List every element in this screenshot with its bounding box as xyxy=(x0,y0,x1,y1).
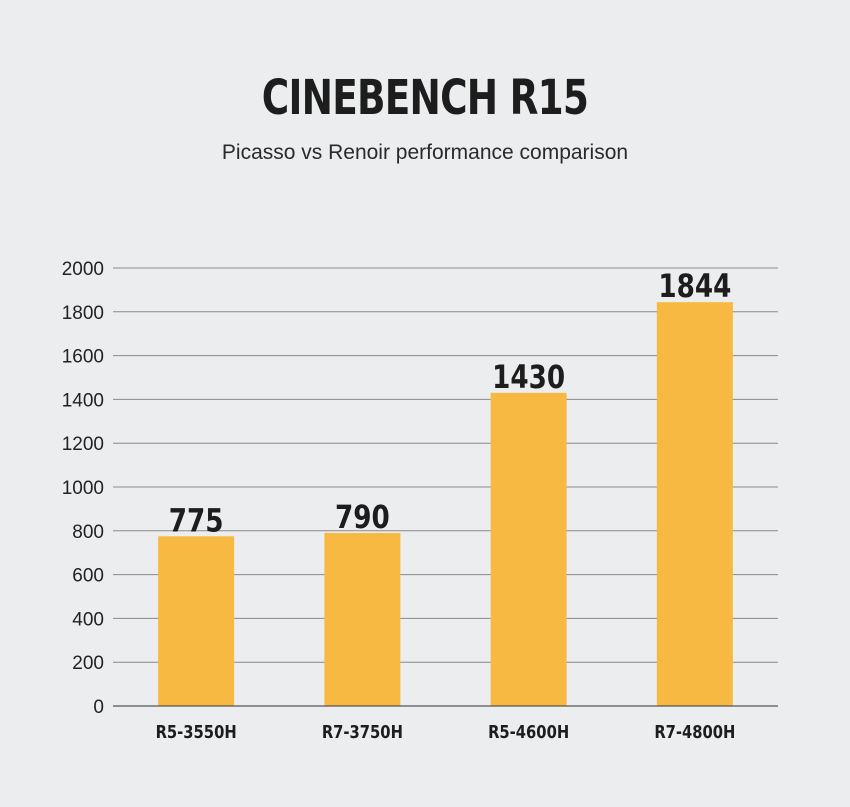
data-label: 790 xyxy=(335,498,390,535)
data-label: 775 xyxy=(169,502,224,539)
y-tick-label: 400 xyxy=(72,609,104,630)
y-tick-label: 2000 xyxy=(62,259,104,280)
y-tick-label: 1200 xyxy=(62,434,104,455)
x-tick-label: R7-3750H xyxy=(322,722,403,743)
bar-R5-4600H xyxy=(490,392,567,706)
y-tick-label: 1400 xyxy=(62,390,104,411)
data-label: 1430 xyxy=(492,358,565,395)
chart-subtitle: Picasso vs Renoir performance comparison xyxy=(221,141,629,164)
bar-R5-3550H xyxy=(158,536,235,706)
y-tick-label: 0 xyxy=(93,697,104,718)
labels: 0 200 400 600 800 1000 1200 1400 1600 1800 2000 775… xyxy=(62,259,736,742)
chart-title: CINEBENCH R15 xyxy=(261,70,589,126)
bar-R7-4800H xyxy=(656,302,733,706)
bars xyxy=(158,302,733,706)
bar-R7-3750H xyxy=(324,532,401,706)
x-tick-label: R5-4600H xyxy=(488,722,569,743)
y-tick-label: 1000 xyxy=(62,478,104,499)
y-tick-label: 200 xyxy=(72,653,104,674)
data-label: 1844 xyxy=(658,268,731,305)
y-tick-label: 1600 xyxy=(62,347,104,368)
y-tick-label: 800 xyxy=(72,522,104,543)
y-tick-label: 1800 xyxy=(62,303,104,324)
x-tick-label: R5-3550H xyxy=(156,722,237,743)
y-tick-label: 600 xyxy=(72,566,104,587)
x-tick-label: R7-4800H xyxy=(654,722,735,743)
